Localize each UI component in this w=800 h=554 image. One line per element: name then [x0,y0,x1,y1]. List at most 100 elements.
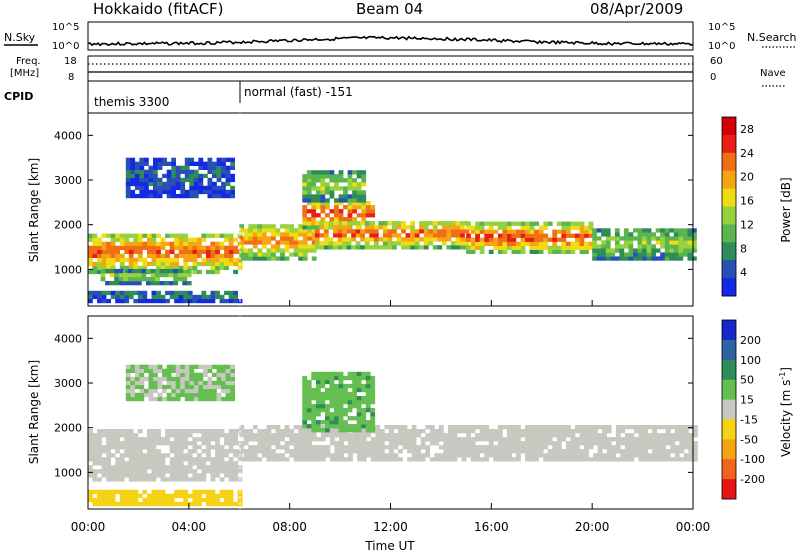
heatmap-cell [315,391,321,397]
heatmap-cell [452,457,458,462]
heatmap-cell [323,241,329,246]
heatmap-cell [92,249,98,254]
heatmap-cell [137,249,143,254]
heatmap-cell [593,437,598,442]
heatmap-cell [225,368,231,373]
heatmap-cell [538,449,544,454]
heatmap-cell [257,433,263,438]
heatmap-cell [302,248,308,253]
heatmap-cell [239,425,245,430]
heatmap-cell [216,169,222,174]
heatmap-cell [192,441,198,446]
heatmap-cell [543,437,549,442]
heatmap-cell [466,433,471,438]
heatmap-cell [228,497,234,503]
heatmap-cell [166,364,172,369]
heatmap-cell [133,261,139,267]
heatmap-cell [325,170,330,175]
heatmap-cell [106,457,111,462]
heatmap-cell [106,453,111,458]
heatmap-cell [311,371,317,377]
heatmap-cell [552,449,558,454]
heatmap-cell [151,433,157,438]
heatmap-cell [579,249,585,254]
heatmap-cell [215,261,220,267]
heatmap-cell [606,429,612,434]
heatmap-cell [378,237,384,242]
heatmap-cell [219,489,225,495]
heatmap-cell [293,425,299,430]
heatmap-cell [352,371,357,377]
colorbar-tick-label: 20 [740,171,754,184]
heatmap-cell [118,272,124,278]
heatmap-cell [638,457,644,462]
heatmap-cell [356,201,362,206]
heatmap-cell [134,384,140,390]
heatmap-cell [92,445,98,450]
heatmap-cell [679,449,685,454]
heatmap-cell [171,396,176,402]
heatmap-cell [605,256,611,261]
heatmap-cell [101,429,107,434]
heatmap-cell [124,294,130,300]
y-tick-label: 1000 [54,466,82,479]
heatmap-cell [124,233,130,238]
heatmap-cell [193,392,199,398]
heatmap-cell [124,461,130,466]
heatmap-cell [106,257,111,263]
heatmap-cell [538,453,544,458]
heatmap-cell [239,244,245,249]
heatmap-cell [584,453,589,458]
heatmap-cell [402,433,408,438]
heatmap-cell [493,237,499,242]
heatmap-cell [221,189,226,195]
heatmap-cell [660,252,665,257]
heatmap-cell [320,198,326,203]
heatmap-cell [348,441,353,446]
heatmap-cell [97,290,102,296]
heatmap-cell [144,388,149,394]
heatmap-cell [629,457,635,462]
heatmap-cell [115,429,120,434]
heatmap-cell [329,412,335,417]
heatmap-cell [306,396,312,401]
heatmap-cell [493,445,499,450]
heatmap-cell [520,229,526,234]
heatmap-cell [133,461,139,466]
heatmap-cell [361,198,367,203]
heatmap-cell [219,461,225,466]
heatmap-cell [166,392,172,398]
heatmap-cell [642,252,647,257]
heatmap-cell [614,240,620,245]
heatmap-cell [139,396,145,402]
heatmap-cell [168,268,174,274]
heatmap-cell [139,177,145,183]
heatmap-cell [411,433,417,438]
heatmap-cell [497,433,503,438]
heatmap-cell [178,433,184,438]
heatmap-cell [392,229,397,234]
heatmap-cell [302,236,308,241]
heatmap-cell [601,256,606,261]
heatmap-cell [187,457,193,462]
heatmap-cell [561,233,567,238]
heatmap-cell [160,501,166,507]
heatmap-cell [438,425,444,430]
heatmap-cell [365,428,371,433]
heatmap-cell [210,469,216,474]
heatmap-cell [311,449,317,454]
heatmap-cell [614,228,620,233]
heatmap-cell [187,449,193,454]
heatmap-cell [529,221,535,226]
heatmap-cell [228,437,234,442]
heatmap-cell [155,281,160,286]
heatmap-cell [187,493,193,499]
heatmap-cell [210,265,216,271]
heatmap-cell [133,457,139,462]
heatmap-cell [206,298,211,304]
heatmap-cell [144,157,149,162]
heatmap-cell [325,205,330,210]
heatmap-cell [306,201,312,206]
heatmap-cell [337,237,343,242]
